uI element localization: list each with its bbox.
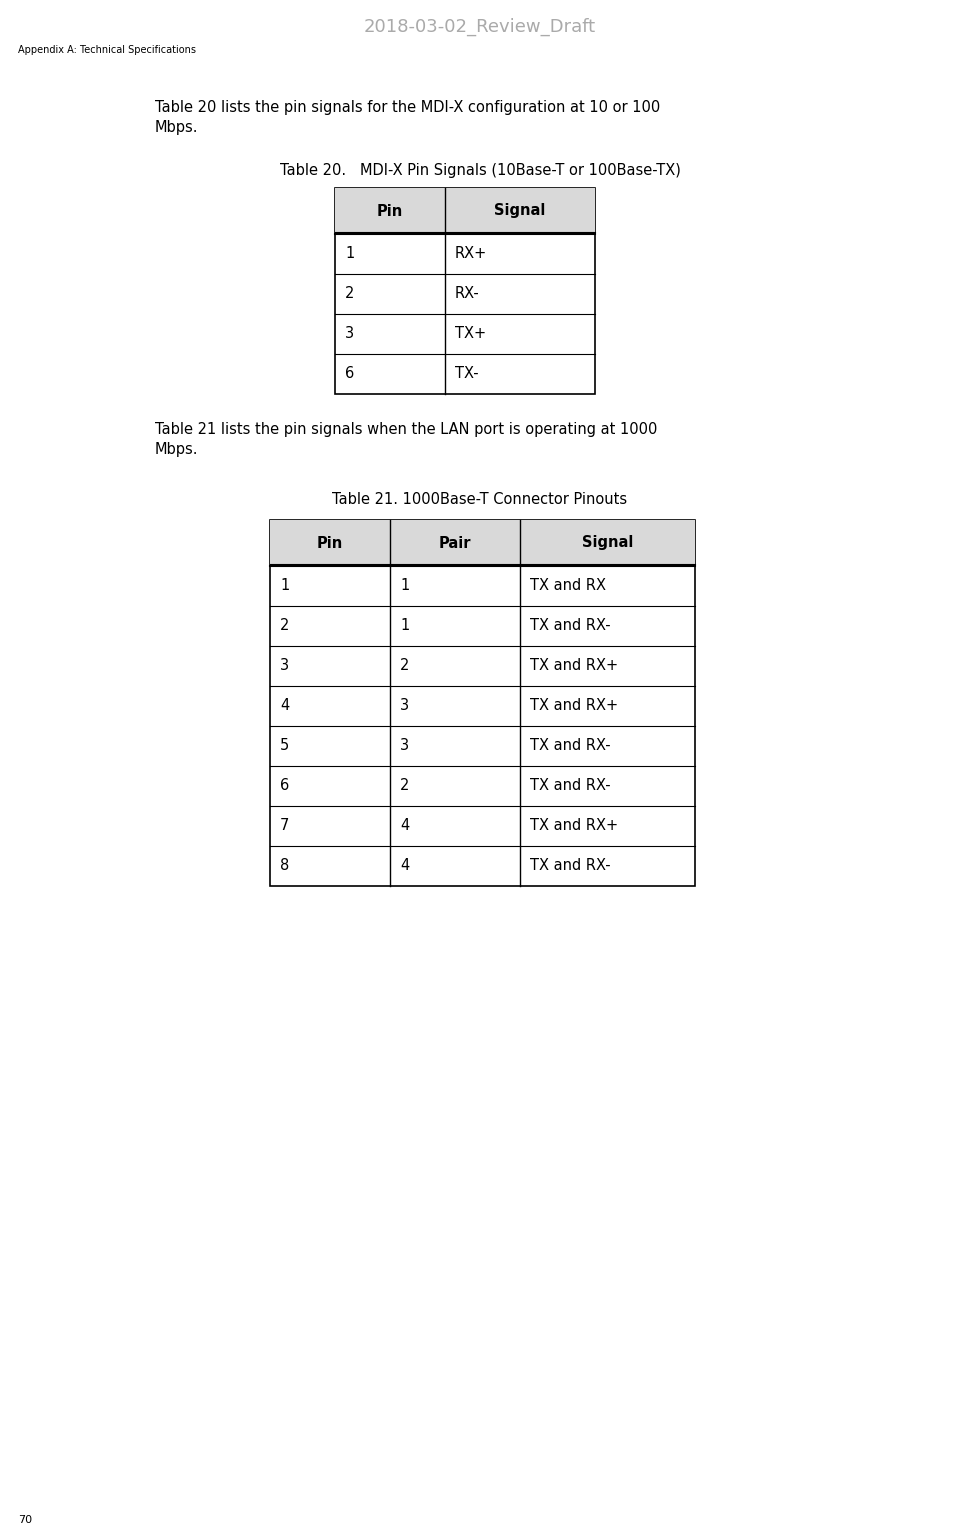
Text: Pin: Pin xyxy=(377,204,403,219)
Text: TX and RX+: TX and RX+ xyxy=(530,819,618,833)
Text: 2: 2 xyxy=(280,619,289,634)
Text: 2: 2 xyxy=(400,778,409,793)
Text: Signal: Signal xyxy=(582,536,634,551)
Text: 3: 3 xyxy=(400,738,409,753)
Text: 2018-03-02_Review_Draft: 2018-03-02_Review_Draft xyxy=(364,18,596,37)
Text: TX and RX+: TX and RX+ xyxy=(530,698,618,713)
Text: 5: 5 xyxy=(280,738,289,753)
Text: Table 21 lists the pin signals when the LAN port is operating at 1000
Mbps.: Table 21 lists the pin signals when the … xyxy=(155,423,658,456)
Text: 6: 6 xyxy=(280,778,289,793)
Text: Pair: Pair xyxy=(439,536,471,551)
Text: Table 20 lists the pin signals for the MDI-X configuration at 10 or 100
Mbps.: Table 20 lists the pin signals for the M… xyxy=(155,100,660,135)
Text: 8: 8 xyxy=(280,859,289,874)
Text: TX and RX-: TX and RX- xyxy=(530,619,611,634)
Text: 7: 7 xyxy=(280,819,289,833)
Text: RX-: RX- xyxy=(455,286,480,302)
Text: TX and RX-: TX and RX- xyxy=(530,778,611,793)
Text: 4: 4 xyxy=(400,819,409,833)
Text: 1: 1 xyxy=(400,579,409,594)
Text: Pin: Pin xyxy=(317,536,343,551)
Text: 2: 2 xyxy=(345,286,354,302)
Text: 2: 2 xyxy=(400,658,409,674)
Text: 4: 4 xyxy=(400,859,409,874)
Text: 1: 1 xyxy=(400,619,409,634)
Text: RX+: RX+ xyxy=(455,246,488,262)
Bar xyxy=(335,188,595,234)
Text: 3: 3 xyxy=(345,326,354,341)
Text: 1: 1 xyxy=(280,579,289,594)
Text: TX and RX-: TX and RX- xyxy=(530,738,611,753)
Bar xyxy=(270,521,695,886)
Text: Signal: Signal xyxy=(494,204,545,219)
Text: Table 21. 1000Base-T Connector Pinouts: Table 21. 1000Base-T Connector Pinouts xyxy=(332,491,628,507)
Text: 4: 4 xyxy=(280,698,289,713)
Text: TX and RX+: TX and RX+ xyxy=(530,658,618,674)
Text: TX and RX-: TX and RX- xyxy=(530,859,611,874)
Text: 3: 3 xyxy=(400,698,409,713)
Text: Table 20.   MDI-X Pin Signals (10Base-T or 100Base-TX): Table 20. MDI-X Pin Signals (10Base-T or… xyxy=(279,162,681,178)
Text: TX-: TX- xyxy=(455,366,479,381)
Text: 6: 6 xyxy=(345,366,354,381)
Bar xyxy=(335,188,595,393)
Text: 3: 3 xyxy=(280,658,289,674)
Text: 1: 1 xyxy=(345,246,354,262)
Text: TX and RX: TX and RX xyxy=(530,579,606,594)
Text: 70: 70 xyxy=(18,1516,32,1525)
Bar xyxy=(270,521,695,566)
Text: TX+: TX+ xyxy=(455,326,486,341)
Text: Appendix A: Technical Specifications: Appendix A: Technical Specifications xyxy=(18,44,196,55)
